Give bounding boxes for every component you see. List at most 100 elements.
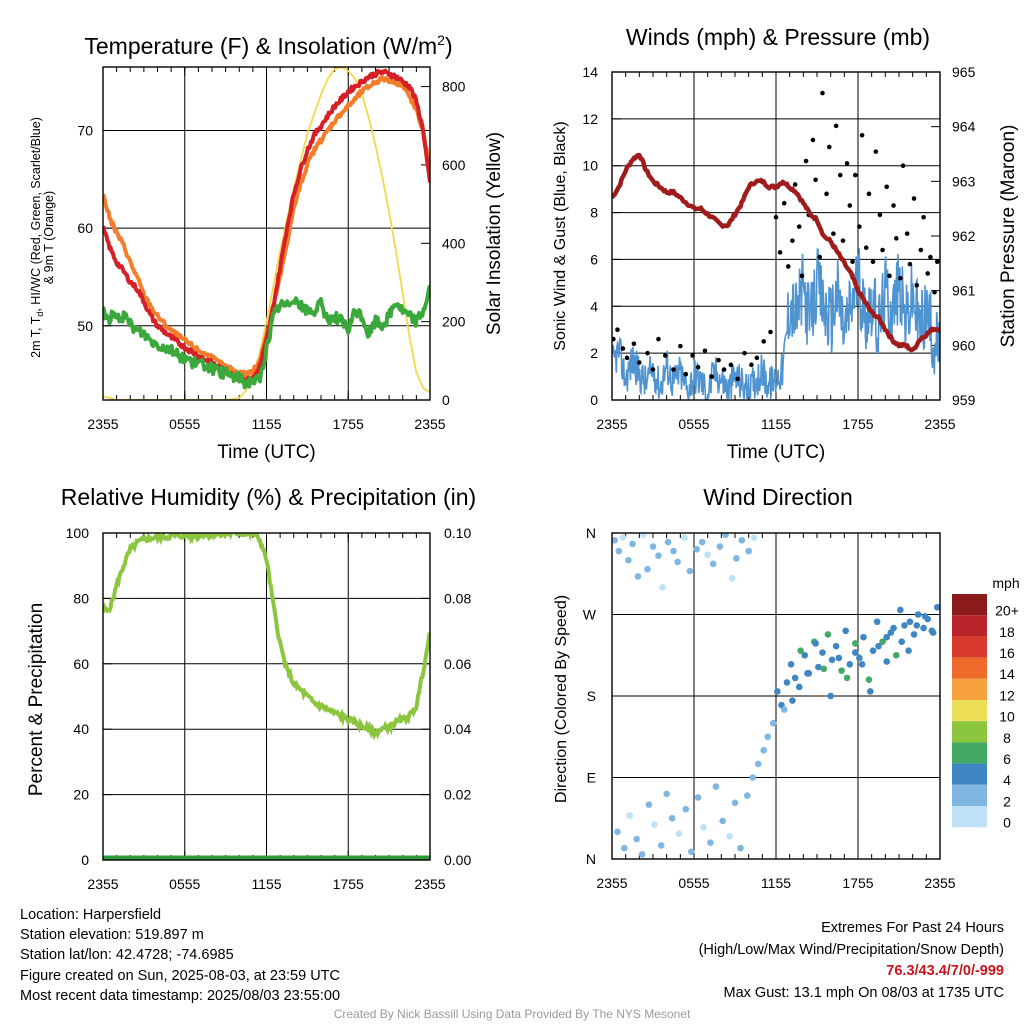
y-tick-label: E [587, 770, 596, 786]
gust-point [624, 355, 630, 361]
gust-point [678, 343, 683, 349]
direction-point [920, 624, 927, 632]
y2-tick-label: 0.10 [444, 525, 471, 541]
y-tick-label: N [586, 851, 596, 867]
gust-point [827, 144, 832, 150]
y2-tick-label: 400 [442, 235, 466, 251]
extremes-panel: Extremes For Past 24 Hours (High/Low/Max… [699, 918, 1004, 1004]
direction-point [749, 774, 757, 781]
gust-point [786, 264, 791, 269]
x-tick-label: 2355 [87, 416, 118, 432]
gust-point [650, 367, 656, 372]
gust-point [907, 261, 913, 267]
gust-point [891, 203, 896, 208]
direction-point [731, 799, 739, 807]
direction-point [791, 674, 799, 682]
direction-point [686, 567, 694, 575]
x-tick-label: 0555 [169, 416, 200, 432]
x-tick-label: 2355 [924, 875, 955, 891]
gust-point [840, 238, 846, 243]
x-tick-label: 1155 [251, 416, 281, 432]
speed-legend: mph 20+ 18 16 14 12 10 8 6 4 2 0 [952, 575, 1020, 831]
rh-series-group [103, 533, 430, 860]
direction-point [614, 828, 621, 836]
direction-point [744, 792, 751, 799]
y-tick-label: N [586, 525, 596, 541]
direction-point [838, 667, 845, 674]
direction-point [760, 747, 767, 754]
gust-point [898, 275, 903, 281]
gust-point [824, 191, 829, 197]
legend-swatch [952, 806, 987, 828]
gust-point [893, 236, 899, 241]
extremes-values: 76.3/43.4/7/0/-999 [886, 963, 1004, 979]
y2-tick-label: 0.00 [444, 852, 471, 868]
y2-tick-label: 0.04 [444, 721, 471, 737]
gust-point [716, 357, 721, 363]
direction-point [728, 574, 736, 582]
direction-point [694, 794, 702, 801]
legend-label: 2 [1003, 793, 1011, 809]
y-tick-label: 50 [77, 318, 93, 334]
legend-swatch [952, 721, 987, 743]
direction-point [867, 688, 874, 695]
direction-point [828, 656, 836, 664]
direction-point [626, 812, 634, 819]
gust-point [911, 196, 917, 201]
gust-point [918, 247, 924, 253]
x-axis-label: Time (UTC) [727, 442, 826, 463]
direction-point [783, 679, 791, 686]
series-td [103, 285, 430, 390]
gust-point [810, 137, 816, 143]
y2-tick-label: 961 [952, 283, 976, 299]
direction-point [633, 835, 640, 843]
series-rh [103, 533, 430, 742]
gust-point [852, 172, 858, 178]
gust-point [637, 360, 642, 365]
y2-tick-label: 964 [952, 119, 976, 135]
direction-point [629, 540, 636, 548]
direction-point [634, 573, 642, 580]
direction-point [659, 584, 666, 591]
gust-point [887, 273, 892, 279]
direction-point [804, 670, 811, 677]
plot-border [611, 71, 941, 401]
direction-point [668, 814, 676, 822]
gust-point [620, 346, 626, 351]
legend-swatch [952, 763, 987, 785]
direction-point [933, 603, 940, 611]
direction-point [795, 683, 803, 691]
gust-point [792, 182, 798, 187]
y-tick-label: 70 [77, 122, 93, 138]
direction-point [769, 719, 777, 727]
direction-point [737, 844, 744, 852]
x-tick-label: 0555 [678, 416, 709, 432]
direction-point [687, 848, 695, 856]
direction-point [921, 613, 929, 620]
plot-border [102, 532, 431, 861]
panel-wind: 2355 0555 1155 1755 2355 Time (UTC) 0 2 4 6 8 10 12 1… [552, 24, 1019, 463]
legend-swatch [952, 700, 987, 722]
x-tick-label: 1155 [761, 416, 791, 432]
x-tick-label: 1755 [842, 416, 873, 432]
legend-label: 16 [999, 645, 1015, 661]
y2-tick-label: 963 [952, 173, 976, 189]
gust-point [690, 353, 695, 358]
direction-point [681, 534, 688, 541]
max-gust: Max Gust: 13.1 mph On 08/03 at 1735 UTC [723, 984, 1004, 1001]
direction-point [890, 624, 897, 632]
wind-series-group [612, 90, 940, 400]
x-tick-label: 2355 [596, 416, 627, 432]
figure-created: Figure created on Sun, 2025-08-03, at 23… [20, 967, 340, 984]
direction-point [700, 824, 707, 831]
y-tick-label: 10 [582, 158, 598, 174]
chart-title: Winds (mph) & Pressure (mb) [626, 24, 930, 50]
y-tick-label: 80 [73, 590, 89, 606]
direction-point [865, 676, 873, 683]
direction-point [875, 642, 882, 650]
x-tick-label: 2355 [87, 876, 118, 892]
series-pressure [612, 152, 940, 353]
direction-point [764, 733, 772, 741]
extremes-subtitle: (High/Low/Max Wind/Precipitation/Snow De… [698, 941, 1004, 958]
gust-point [877, 212, 883, 218]
